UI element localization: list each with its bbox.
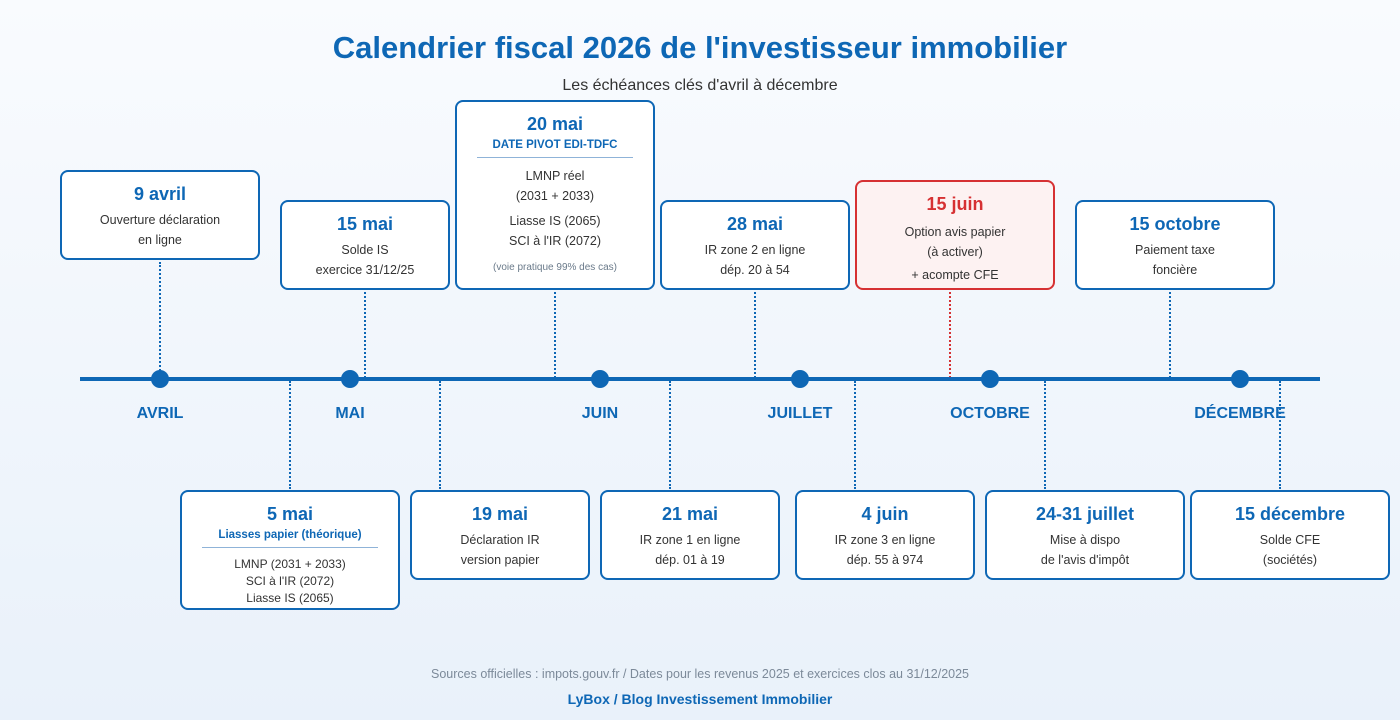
event-date: 15 juin xyxy=(926,194,984,214)
event-text: + acompte CFE xyxy=(911,268,999,282)
month-label-mai: MAI xyxy=(335,405,365,422)
connector xyxy=(159,262,161,378)
connector xyxy=(289,381,291,489)
page-title: Calendrier fiscal 2026 de l'investisseur… xyxy=(332,30,1068,65)
event-card-4-juin: 4 juin IR zone 3 en ligne dép. 55 à 974 xyxy=(795,490,975,580)
event-date: 15 décembre xyxy=(1234,504,1346,524)
event-text: IR zone 2 en ligne xyxy=(704,243,806,257)
connector xyxy=(949,292,951,378)
brand-footer: LyBox / Blog Investissement Immobilier xyxy=(567,691,833,707)
event-text: dép. 55 à 974 xyxy=(846,553,924,567)
event-date: 20 mai xyxy=(526,114,584,134)
event-card-24-31-juillet: 24-31 juillet Mise à dispo de l'avis d'i… xyxy=(985,490,1185,580)
divider xyxy=(477,157,633,158)
month-label-avril: AVRIL xyxy=(136,405,184,422)
timeline-dot xyxy=(1231,370,1249,388)
event-text: Liasse IS (2065) xyxy=(246,591,334,605)
event-card-5-mai: 5 mai Liasses papier (théorique) LMNP (2… xyxy=(180,490,400,610)
event-date: 19 mai xyxy=(471,504,529,524)
event-text: Mise à dispo xyxy=(1049,533,1121,547)
event-card-15-juin: 15 juin Option avis papier (à activer) +… xyxy=(855,180,1055,290)
event-text: SCI à l'IR (2072) xyxy=(245,574,335,588)
event-date: 15 octobre xyxy=(1129,214,1221,234)
page-subtitle: Les échéances clés d'avril à décembre xyxy=(562,77,838,94)
timeline-dot xyxy=(981,370,999,388)
event-text: en ligne xyxy=(138,233,182,247)
sources-footer: Sources officielles : impots.gouv.fr / D… xyxy=(430,667,970,681)
event-text: version papier xyxy=(460,553,540,567)
event-card-15-mai: 15 mai Solde IS exercice 31/12/25 xyxy=(280,200,450,290)
event-note: (voie pratique 99% des cas) xyxy=(493,262,617,273)
event-date: 15 mai xyxy=(336,214,394,234)
event-date: 4 juin xyxy=(861,504,909,524)
event-text: de l'avis d'impôt xyxy=(1040,553,1130,567)
event-text: LMNP réel xyxy=(525,169,585,183)
event-text: Liasse IS (2065) xyxy=(509,214,601,228)
connector xyxy=(364,292,366,378)
timeline-dot xyxy=(341,370,359,388)
event-text: (2031 + 2033) xyxy=(515,189,595,203)
event-text: Ouverture déclaration xyxy=(99,213,221,227)
month-label-decembre: DÉCEMBRE xyxy=(1194,405,1286,422)
event-text: IR zone 3 en ligne xyxy=(834,533,936,547)
event-date: 24-31 juillet xyxy=(1035,504,1135,524)
connector xyxy=(754,292,756,378)
event-date: 9 avril xyxy=(133,184,187,204)
month-label-juillet: JUILLET xyxy=(767,405,833,422)
event-text: Solde IS xyxy=(341,243,389,257)
connector xyxy=(1279,381,1281,489)
connector xyxy=(854,381,856,489)
event-text: (à activer) xyxy=(927,245,983,259)
event-text: LMNP (2031 + 2033) xyxy=(234,557,346,571)
event-tag: Liasses papier (théorique) xyxy=(218,529,362,541)
divider xyxy=(202,547,378,548)
connector xyxy=(439,381,441,489)
connector xyxy=(669,381,671,489)
timeline-dot xyxy=(791,370,809,388)
timeline-dot xyxy=(151,370,169,388)
event-card-15-decembre: 15 décembre Solde CFE (sociétés) xyxy=(1190,490,1390,580)
event-text: Solde CFE xyxy=(1259,533,1321,547)
event-text: exercice 31/12/25 xyxy=(315,263,415,277)
event-card-28-mai: 28 mai IR zone 2 en ligne dép. 20 à 54 xyxy=(660,200,850,290)
event-text: foncière xyxy=(1152,263,1198,277)
event-text: Paiement taxe xyxy=(1135,243,1215,257)
timeline-dot xyxy=(591,370,609,388)
event-text: IR zone 1 en ligne xyxy=(639,533,741,547)
event-text: SCI à l'IR (2072) xyxy=(508,234,601,248)
connector xyxy=(554,292,556,378)
event-text: dép. 20 à 54 xyxy=(720,263,790,277)
event-card-20-mai: 20 mai DATE PIVOT EDI-TDFC LMNP réel (20… xyxy=(455,100,655,290)
event-text: dép. 01 à 19 xyxy=(655,553,725,567)
event-card-9-avril: 9 avril Ouverture déclaration en ligne xyxy=(60,170,260,260)
event-date: 21 mai xyxy=(661,504,719,524)
event-card-15-octobre: 15 octobre Paiement taxe foncière xyxy=(1075,200,1275,290)
connector xyxy=(1044,381,1046,489)
event-tag: DATE PIVOT EDI-TDFC xyxy=(492,139,618,151)
timeline-axis xyxy=(80,377,1320,381)
event-text: Déclaration IR xyxy=(460,533,540,547)
month-label-octobre: OCTOBRE xyxy=(950,405,1030,422)
month-label-juin: JUIN xyxy=(581,405,619,422)
connector xyxy=(1169,292,1171,378)
event-date: 5 mai xyxy=(266,504,314,524)
event-card-19-mai: 19 mai Déclaration IR version papier xyxy=(410,490,590,580)
event-text: (sociétés) xyxy=(1262,553,1318,567)
event-text: Option avis papier xyxy=(904,225,1006,239)
event-card-21-mai: 21 mai IR zone 1 en ligne dép. 01 à 19 xyxy=(600,490,780,580)
event-date: 28 mai xyxy=(726,214,784,234)
